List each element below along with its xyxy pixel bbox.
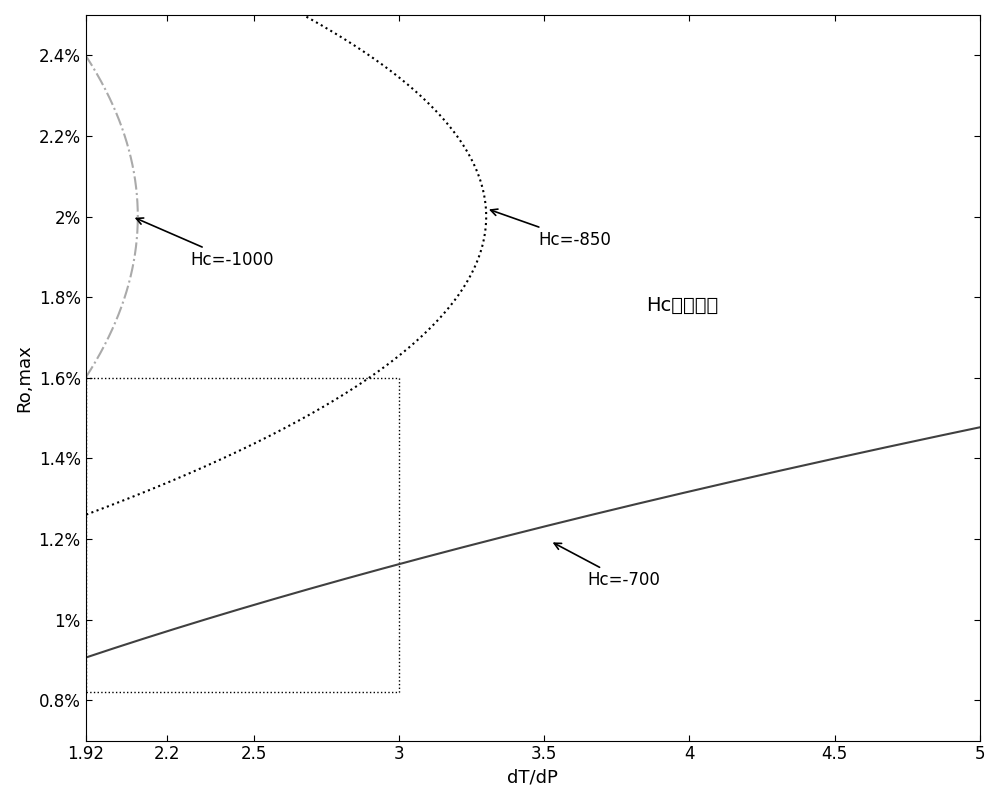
Y-axis label: Ro,max: Ro,max bbox=[15, 344, 33, 411]
Text: Hc=-1000: Hc=-1000 bbox=[136, 218, 274, 269]
Text: Hc=-700: Hc=-700 bbox=[554, 543, 661, 589]
Text: Hc=-850: Hc=-850 bbox=[491, 209, 611, 249]
Text: Hc临界埋深: Hc临界埋深 bbox=[646, 296, 718, 314]
X-axis label: dT/dP: dT/dP bbox=[507, 769, 558, 787]
Bar bbox=[86, 378, 399, 692]
